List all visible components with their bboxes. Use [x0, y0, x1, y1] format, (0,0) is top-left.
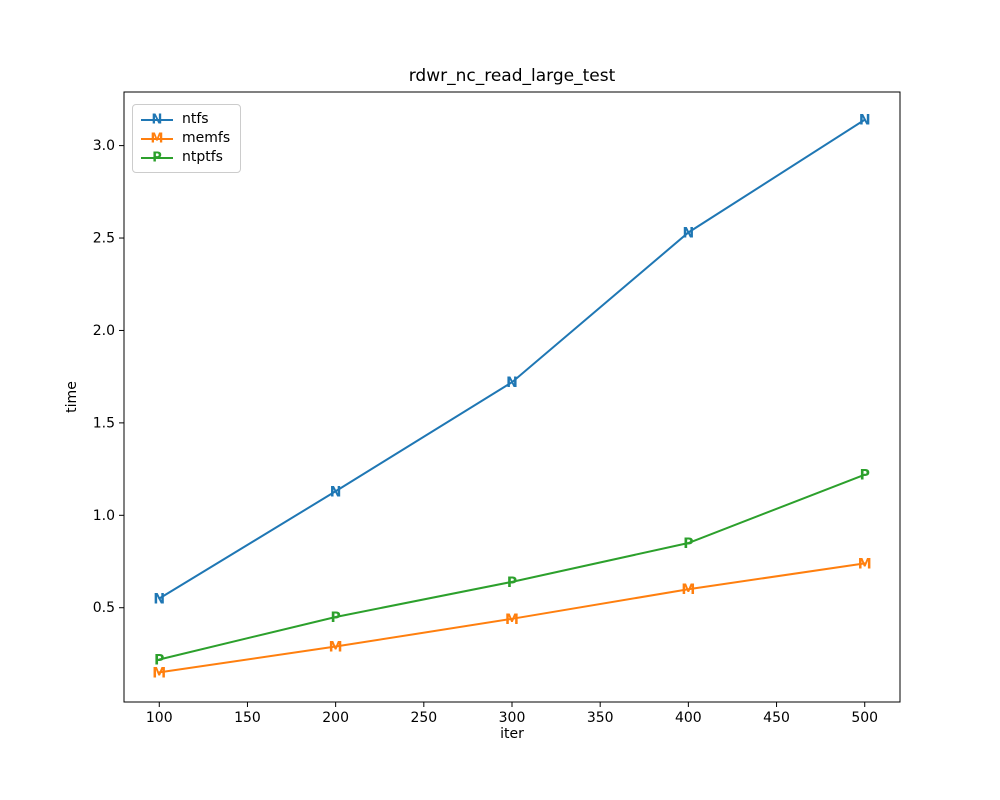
x-tick-label-250: 250	[410, 710, 437, 726]
marker-ntptfs-300: P	[507, 575, 517, 591]
marker-ntptfs-400: P	[683, 536, 693, 552]
marker-ntfs-500: N	[859, 113, 871, 129]
plot-area-border	[123, 91, 901, 703]
marker-memfs-100: M	[152, 665, 166, 681]
marker-memfs-200: M	[329, 640, 343, 656]
marker-memfs-400: M	[681, 582, 695, 598]
x-tick-label-100: 100	[146, 710, 173, 726]
marker-ntfs-400: N	[683, 225, 695, 241]
legend-label-ntfs: ntfs	[182, 111, 209, 127]
x-tick-label-400: 400	[675, 710, 702, 726]
marker-ntfs-200: N	[330, 484, 342, 500]
marker-ntptfs-100: P	[154, 652, 164, 668]
legend-marker-ntptfs-icon: P	[141, 149, 173, 166]
y-tick-label-2: 2.0	[93, 323, 115, 339]
x-tick-label-450: 450	[763, 710, 790, 726]
legend-marker-ntfs-icon: N	[141, 111, 173, 128]
x-axis-label: iter	[500, 726, 524, 742]
y-axis-label: time	[64, 381, 80, 413]
y-tick-label-0.5: 0.5	[93, 600, 115, 616]
x-tick-label-150: 150	[234, 710, 261, 726]
legend-label-memfs: memfs	[182, 130, 231, 146]
marker-memfs-500: M	[858, 556, 872, 572]
marker-memfs-300: M	[505, 612, 519, 628]
y-tick-label-1.5: 1.5	[93, 415, 115, 431]
y-tick-label-1: 1.0	[93, 508, 115, 524]
legend-marker-memfs-icon: M	[141, 130, 173, 147]
series-line-memfs	[158, 562, 866, 674]
y-tick-label-2.5: 2.5	[93, 231, 115, 247]
x-tick-label-350: 350	[587, 710, 614, 726]
marker-ntptfs-200: P	[331, 610, 341, 626]
chart-title: rdwr_nc_read_large_test	[408, 66, 616, 86]
x-tick-label-200: 200	[322, 710, 349, 726]
legend-label-ntptfs: ntptfs	[182, 149, 223, 165]
marker-ntptfs-500: P	[860, 468, 870, 484]
marker-ntfs-100: N	[153, 591, 165, 607]
series-line-ntfs	[158, 118, 866, 600]
marker-ntfs-300: N	[506, 375, 518, 391]
x-tick-label-500: 500	[851, 710, 878, 726]
x-tick-label-300: 300	[499, 710, 526, 726]
series-line-ntptfs	[158, 473, 866, 661]
y-tick-label-3: 3.0	[93, 138, 115, 154]
